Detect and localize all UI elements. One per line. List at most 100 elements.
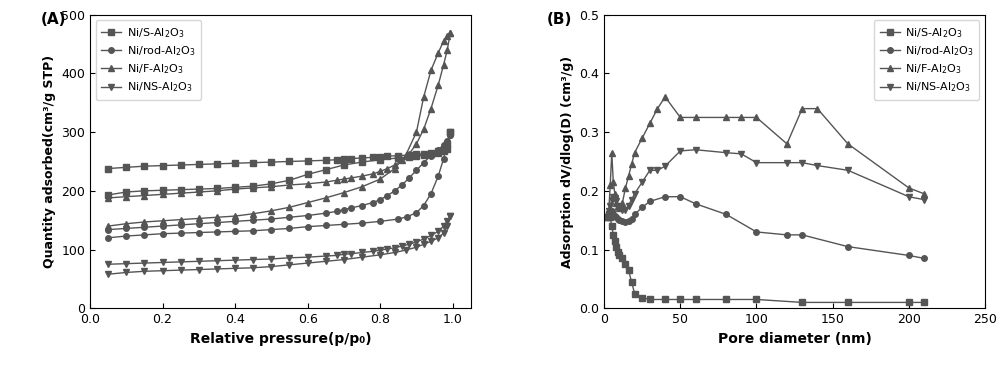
Ni/rod-Al$_2$O$_3$ bbox=[607, 212, 619, 217]
Ni/S-Al$_2$O$_3$ bbox=[903, 300, 915, 305]
Ni/NS-Al$_2$O$_3$ bbox=[157, 269, 169, 273]
Ni/NS-Al$_2$O$_3$ bbox=[796, 160, 808, 165]
Ni/rod-Al$_2$O$_3$ bbox=[418, 203, 430, 208]
Ni/S-Al$_2$O$_3$ bbox=[613, 253, 625, 258]
Ni/rod-Al$_2$O$_3$ bbox=[175, 231, 187, 235]
Ni/F-Al$_2$O$_3$ bbox=[644, 121, 656, 126]
Ni/rod-Al$_2$O$_3$ bbox=[842, 244, 854, 249]
Ni/NS-Al$_2$O$_3$ bbox=[720, 150, 732, 155]
Ni/F-Al$_2$O$_3$ bbox=[842, 142, 854, 146]
Ni/S-Al$_2$O$_3$ bbox=[157, 188, 169, 192]
Ni/NS-Al$_2$O$_3$ bbox=[781, 160, 793, 165]
Ni/NS-Al$_2$O$_3$ bbox=[811, 163, 823, 168]
Ni/NS-Al$_2$O$_3$ bbox=[644, 168, 656, 172]
Text: (A): (A) bbox=[40, 12, 66, 27]
Ni/S-Al$_2$O$_3$ bbox=[918, 300, 930, 305]
Ni/F-Al$_2$O$_3$ bbox=[425, 68, 437, 73]
Ni/F-Al$_2$O$_3$ bbox=[796, 106, 808, 111]
Ni/F-Al$_2$O$_3$ bbox=[659, 95, 671, 99]
Ni/NS-Al$_2$O$_3$ bbox=[175, 268, 187, 272]
Ni/NS-Al$_2$O$_3$ bbox=[283, 263, 295, 267]
Ni/S-Al$_2$O$_3$ bbox=[690, 297, 702, 302]
Ni/S-Al$_2$O$_3$ bbox=[623, 268, 635, 272]
Ni/F-Al$_2$O$_3$ bbox=[193, 216, 205, 221]
Ni/rod-Al$_2$O$_3$ bbox=[410, 210, 422, 215]
Ni/rod-Al$_2$O$_3$ bbox=[659, 195, 671, 199]
Ni/S-Al$_2$O$_3$ bbox=[626, 280, 638, 284]
Ni/rod-Al$_2$O$_3$ bbox=[283, 226, 295, 230]
Ni/rod-Al$_2$O$_3$ bbox=[247, 229, 259, 233]
Ni/NS-Al$_2$O$_3$ bbox=[389, 250, 401, 255]
Ni/rod-Al$_2$O$_3$ bbox=[432, 174, 444, 178]
Ni/F-Al$_2$O$_3$ bbox=[604, 183, 616, 187]
Ni/rod-Al$_2$O$_3$ bbox=[338, 222, 350, 226]
Ni/rod-Al$_2$O$_3$ bbox=[619, 220, 631, 224]
Legend: Ni/S-Al$_2$O$_3$, Ni/rod-Al$_2$O$_3$, Ni/F-Al$_2$O$_3$, Ni/NS-Al$_2$O$_3$: Ni/S-Al$_2$O$_3$, Ni/rod-Al$_2$O$_3$, Ni… bbox=[96, 20, 201, 100]
Ni/NS-Al$_2$O$_3$ bbox=[619, 207, 631, 212]
Ni/rod-Al$_2$O$_3$ bbox=[629, 212, 641, 217]
Ni/F-Al$_2$O$_3$ bbox=[320, 196, 332, 200]
Ni/NS-Al$_2$O$_3$ bbox=[612, 203, 624, 208]
Ni/rod-Al$_2$O$_3$ bbox=[444, 133, 456, 137]
Ni/rod-Al$_2$O$_3$ bbox=[613, 218, 625, 222]
Ni/S-Al$_2$O$_3$ bbox=[438, 149, 450, 153]
Ni/F-Al$_2$O$_3$ bbox=[283, 205, 295, 210]
Ni/S-Al$_2$O$_3$ bbox=[659, 297, 671, 302]
Ni/NS-Al$_2$O$_3$ bbox=[636, 180, 648, 184]
Ni/rod-Al$_2$O$_3$ bbox=[265, 228, 277, 232]
Ni/rod-Al$_2$O$_3$ bbox=[193, 230, 205, 235]
Ni/F-Al$_2$O$_3$ bbox=[781, 142, 793, 146]
Ni/NS-Al$_2$O$_3$ bbox=[193, 267, 205, 272]
Ni/NS-Al$_2$O$_3$ bbox=[659, 164, 671, 168]
Ni/S-Al$_2$O$_3$ bbox=[607, 233, 619, 237]
Ni/NS-Al$_2$O$_3$ bbox=[247, 266, 259, 270]
Ni/F-Al$_2$O$_3$ bbox=[735, 115, 747, 120]
Ni/NS-Al$_2$O$_3$ bbox=[302, 261, 314, 265]
Ni/F-Al$_2$O$_3$ bbox=[138, 220, 150, 224]
Ni/F-Al$_2$O$_3$ bbox=[674, 115, 686, 120]
Ni/S-Al$_2$O$_3$ bbox=[229, 185, 241, 189]
Ni/F-Al$_2$O$_3$ bbox=[903, 186, 915, 190]
Ni/NS-Al$_2$O$_3$ bbox=[903, 195, 915, 199]
Ni/F-Al$_2$O$_3$ bbox=[438, 39, 450, 43]
Ni/F-Al$_2$O$_3$ bbox=[750, 115, 762, 120]
Ni/NS-Al$_2$O$_3$ bbox=[690, 148, 702, 152]
Line: Ni/S-Al$_2$O$_3$: Ni/S-Al$_2$O$_3$ bbox=[105, 129, 453, 198]
Ni/rod-Al$_2$O$_3$ bbox=[120, 234, 132, 238]
Ni/F-Al$_2$O$_3$ bbox=[626, 162, 638, 167]
Ni/S-Al$_2$O$_3$ bbox=[320, 167, 332, 172]
Ni/rod-Al$_2$O$_3$ bbox=[610, 215, 622, 219]
Ni/S-Al$_2$O$_3$ bbox=[302, 172, 314, 177]
Ni/F-Al$_2$O$_3$ bbox=[629, 150, 641, 155]
Ni/rod-Al$_2$O$_3$ bbox=[626, 217, 638, 221]
Ni/rod-Al$_2$O$_3$ bbox=[401, 214, 413, 219]
Ni/F-Al$_2$O$_3$ bbox=[444, 31, 456, 36]
Ni/NS-Al$_2$O$_3$ bbox=[441, 224, 453, 228]
Ni/rod-Al$_2$O$_3$ bbox=[320, 223, 332, 228]
Ni/rod-Al$_2$O$_3$ bbox=[441, 142, 453, 146]
Ni/F-Al$_2$O$_3$ bbox=[601, 215, 613, 219]
Ni/F-Al$_2$O$_3$ bbox=[120, 222, 132, 226]
Ni/rod-Al$_2$O$_3$ bbox=[211, 230, 223, 234]
Ni/rod-Al$_2$O$_3$ bbox=[425, 192, 437, 196]
Line: Ni/F-Al$_2$O$_3$: Ni/F-Al$_2$O$_3$ bbox=[604, 94, 927, 220]
Ni/S-Al$_2$O$_3$ bbox=[674, 297, 686, 302]
Ni/NS-Al$_2$O$_3$ bbox=[609, 196, 621, 200]
Ni/S-Al$_2$O$_3$ bbox=[441, 146, 453, 151]
Ni/F-Al$_2$O$_3$ bbox=[157, 219, 169, 223]
Ni/rod-Al$_2$O$_3$ bbox=[612, 217, 624, 221]
Ni/NS-Al$_2$O$_3$ bbox=[603, 209, 615, 214]
Ni/F-Al$_2$O$_3$ bbox=[389, 166, 401, 171]
Ni/NS-Al$_2$O$_3$ bbox=[607, 195, 619, 199]
Ni/rod-Al$_2$O$_3$ bbox=[302, 225, 314, 229]
Ni/NS-Al$_2$O$_3$ bbox=[651, 168, 663, 172]
Ni/S-Al$_2$O$_3$ bbox=[338, 163, 350, 167]
Ni/F-Al$_2$O$_3$ bbox=[302, 200, 314, 205]
Line: Ni/rod-Al$_2$O$_3$: Ni/rod-Al$_2$O$_3$ bbox=[105, 132, 453, 241]
Ni/S-Al$_2$O$_3$ bbox=[603, 212, 615, 217]
Ni/F-Al$_2$O$_3$ bbox=[616, 200, 628, 205]
Ni/F-Al$_2$O$_3$ bbox=[606, 150, 618, 155]
Ni/NS-Al$_2$O$_3$ bbox=[629, 192, 641, 196]
Ni/F-Al$_2$O$_3$ bbox=[418, 95, 430, 99]
Ni/NS-Al$_2$O$_3$ bbox=[320, 259, 332, 264]
